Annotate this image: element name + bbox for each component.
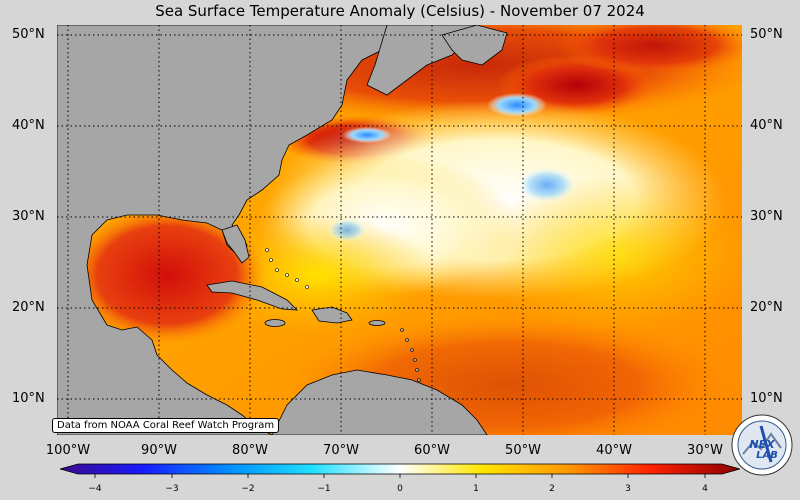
colorbar-tick-0: 0: [397, 484, 403, 494]
lat-label-30n-left: 30°N: [12, 209, 45, 224]
land-puerto-rico: [368, 320, 386, 326]
land-cuba: [206, 280, 299, 311]
land-south-america: [271, 369, 488, 435]
lon-label-70w: 70°W: [323, 443, 359, 458]
lon-label-80w: 80°W: [232, 443, 268, 458]
lat-label-20n-right: 20°N: [750, 300, 783, 315]
lon-label-50w: 50°W: [505, 443, 541, 458]
colorbar-tick-minus1: −1: [317, 484, 331, 494]
colorbar-tick-2: 2: [549, 484, 555, 494]
colorbar-tick-minus3: −3: [165, 484, 179, 494]
data-credit-label: Data from NOAA Coral Reef Watch Program: [52, 418, 280, 433]
lat-label-20n-left: 20°N: [12, 300, 45, 315]
lon-label-40w: 40°W: [596, 443, 632, 458]
map-title: Sea Surface Temperature Anomaly (Celsius…: [155, 2, 645, 20]
svg-text:NEX: NEX: [749, 438, 775, 451]
lat-label-10n-right: 10°N: [750, 391, 783, 406]
colorbar-tick-minus2: −2: [241, 484, 255, 494]
lon-label-90w: 90°W: [141, 443, 177, 458]
land-hispaniola: [311, 306, 353, 324]
lat-label-50n-left: 50°N: [12, 27, 45, 42]
lon-label-60w: 60°W: [414, 443, 450, 458]
lat-label-40n-right: 40°N: [750, 118, 783, 133]
lon-label-30w: 30°W: [687, 443, 723, 458]
lat-label-10n-left: 10°N: [12, 391, 45, 406]
sst-anomaly-map: [57, 25, 742, 435]
lat-label-40n-left: 40°N: [12, 118, 45, 133]
lat-label-30n-right: 30°N: [750, 209, 783, 224]
land-florida: [221, 224, 250, 264]
colorbar-tick-1: 1: [473, 484, 479, 494]
colorbar-tick-3: 3: [625, 484, 631, 494]
lat-label-50n-right: 50°N: [750, 27, 783, 42]
land-jamaica: [264, 319, 286, 327]
colorbar: [60, 463, 740, 478]
colorbar-tick-minus4: −4: [88, 484, 102, 494]
lon-label-100w: 100°W: [45, 443, 91, 458]
nexlab-logo: NEX LAB: [731, 414, 793, 476]
svg-text:LAB: LAB: [756, 450, 778, 461]
colorbar-tick-4: 4: [702, 484, 708, 494]
